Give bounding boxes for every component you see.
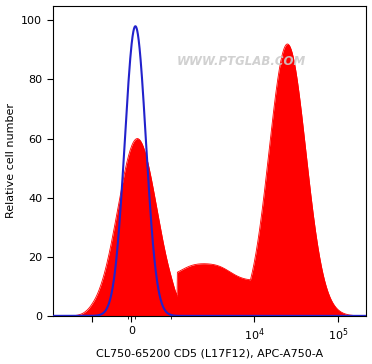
Y-axis label: Relative cell number: Relative cell number (6, 103, 16, 218)
X-axis label: CL750-65200 CD5 (L17F12), APC-A750-A: CL750-65200 CD5 (L17F12), APC-A750-A (96, 348, 323, 359)
Text: WWW.PTGLAB.COM: WWW.PTGLAB.COM (176, 55, 305, 68)
